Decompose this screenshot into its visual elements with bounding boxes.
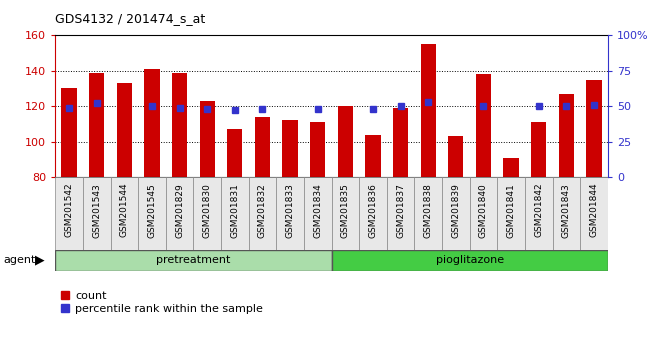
- Text: GSM201833: GSM201833: [285, 183, 294, 238]
- Text: pretreatment: pretreatment: [156, 255, 231, 265]
- Text: agent: agent: [3, 255, 36, 265]
- Bar: [448, 136, 463, 177]
- Text: GDS4132 / 201474_s_at: GDS4132 / 201474_s_at: [55, 12, 205, 25]
- Bar: [365, 135, 380, 177]
- Text: GSM201542: GSM201542: [64, 183, 73, 238]
- Text: GSM201829: GSM201829: [175, 183, 184, 238]
- FancyBboxPatch shape: [442, 177, 469, 250]
- Text: GSM201835: GSM201835: [341, 183, 350, 238]
- Bar: [117, 83, 132, 177]
- Text: GSM201834: GSM201834: [313, 183, 322, 238]
- Bar: [144, 69, 159, 177]
- Bar: [62, 88, 77, 177]
- Text: GSM201837: GSM201837: [396, 183, 405, 238]
- Bar: [559, 94, 574, 177]
- Bar: [476, 74, 491, 177]
- FancyBboxPatch shape: [387, 177, 415, 250]
- FancyBboxPatch shape: [194, 177, 221, 250]
- Bar: [338, 106, 353, 177]
- FancyBboxPatch shape: [497, 177, 525, 250]
- FancyBboxPatch shape: [55, 177, 83, 250]
- FancyBboxPatch shape: [552, 177, 580, 250]
- Text: GSM201844: GSM201844: [590, 183, 599, 238]
- Text: GSM201841: GSM201841: [506, 183, 515, 238]
- Text: ▶: ▶: [35, 254, 45, 267]
- Bar: [227, 129, 242, 177]
- FancyBboxPatch shape: [111, 177, 138, 250]
- FancyBboxPatch shape: [55, 250, 332, 271]
- Bar: [531, 122, 546, 177]
- FancyBboxPatch shape: [332, 177, 359, 250]
- FancyBboxPatch shape: [221, 177, 248, 250]
- Text: GSM201840: GSM201840: [479, 183, 488, 238]
- Text: GSM201830: GSM201830: [203, 183, 212, 238]
- Text: GSM201543: GSM201543: [92, 183, 101, 238]
- Text: GSM201836: GSM201836: [369, 183, 378, 238]
- Text: GSM201843: GSM201843: [562, 183, 571, 238]
- FancyBboxPatch shape: [525, 177, 552, 250]
- Bar: [310, 122, 325, 177]
- Text: GSM201544: GSM201544: [120, 183, 129, 238]
- Bar: [393, 108, 408, 177]
- FancyBboxPatch shape: [415, 177, 442, 250]
- Legend: count, percentile rank within the sample: count, percentile rank within the sample: [61, 291, 263, 314]
- Bar: [255, 117, 270, 177]
- Text: pioglitazone: pioglitazone: [436, 255, 504, 265]
- FancyBboxPatch shape: [276, 177, 304, 250]
- Bar: [586, 80, 601, 177]
- Text: GSM201842: GSM201842: [534, 183, 543, 238]
- FancyBboxPatch shape: [580, 177, 608, 250]
- FancyBboxPatch shape: [469, 177, 497, 250]
- Bar: [504, 158, 519, 177]
- Text: GSM201832: GSM201832: [258, 183, 267, 238]
- FancyBboxPatch shape: [138, 177, 166, 250]
- Text: GSM201839: GSM201839: [451, 183, 460, 238]
- Text: GSM201838: GSM201838: [424, 183, 433, 238]
- Bar: [283, 120, 298, 177]
- Bar: [200, 101, 214, 177]
- FancyBboxPatch shape: [166, 177, 194, 250]
- Text: GSM201545: GSM201545: [148, 183, 157, 238]
- FancyBboxPatch shape: [359, 177, 387, 250]
- Bar: [172, 73, 187, 177]
- FancyBboxPatch shape: [332, 250, 608, 271]
- FancyBboxPatch shape: [83, 177, 111, 250]
- FancyBboxPatch shape: [304, 177, 332, 250]
- Text: GSM201831: GSM201831: [230, 183, 239, 238]
- Bar: [89, 73, 104, 177]
- Bar: [421, 44, 436, 177]
- FancyBboxPatch shape: [248, 177, 276, 250]
